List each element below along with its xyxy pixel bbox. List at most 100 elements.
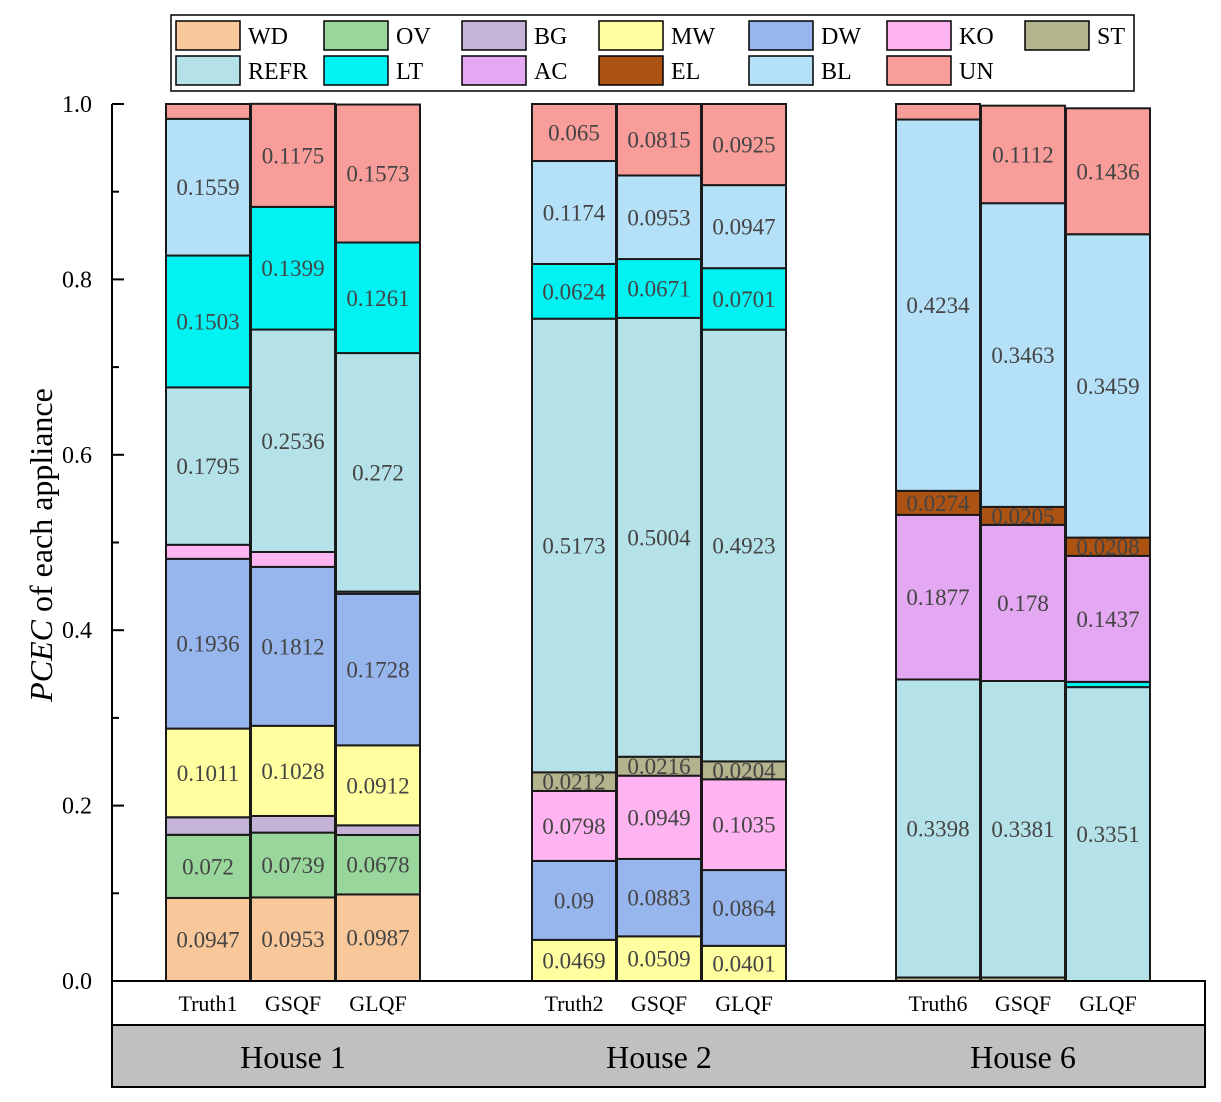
segment-label-st: 0.0204 (712, 758, 776, 783)
segment-label-bl: 0.4234 (906, 293, 970, 318)
bar-segment-bl (895, 118, 981, 492)
legend-swatch-st (1024, 20, 1090, 51)
category-label: Truth1 (178, 991, 237, 1016)
segment-label-st: 0.0216 (627, 754, 690, 779)
bar-segment-bg (335, 824, 421, 836)
group-label-house-1: House 1 (240, 1039, 346, 1075)
y-tick-label: 0.0 (62, 969, 92, 995)
segment-label-mw: 0.1028 (261, 759, 324, 784)
segment-label-ac: 0.1877 (906, 585, 969, 610)
segment-label-lt: 0.0671 (627, 276, 690, 301)
segment-label-bl: 0.0953 (627, 205, 690, 230)
segment-label-dw: 0.09 (554, 888, 594, 913)
group-label-house-2: House 2 (606, 1039, 712, 1075)
category-label: Truth6 (908, 991, 967, 1016)
legend-label-bl: BL (821, 59, 852, 85)
legend-label-ko: KO (959, 24, 994, 50)
bar-segment-ac (895, 513, 981, 681)
bar-segment-ko (250, 550, 336, 568)
bar-segment-lt (616, 258, 702, 319)
segment-label-mw: 0.0469 (542, 948, 605, 973)
bar-segment-mw (335, 744, 421, 827)
segment-label-el: 0.0208 (1076, 535, 1139, 560)
legend-swatch-bl (748, 55, 814, 86)
bar-truth1-1: 0.0947 0.072 0.1011 0.1936 0.1795 0.1503 0.155… (165, 103, 251, 983)
segment-label-dw: 0.1936 (176, 632, 239, 657)
bar-segment-bg (165, 816, 251, 836)
segment-label-mw: 0.0912 (346, 773, 409, 798)
segment-label-bl: 0.1559 (176, 175, 239, 200)
legend-label-ac: AC (534, 59, 567, 85)
segment-label-un: 0.1175 (262, 143, 324, 168)
bar-segment-ac (980, 523, 1066, 682)
category-label: GSQF (631, 991, 687, 1016)
y-tick-label: 0.2 (62, 794, 92, 820)
y-axis-title-italic: PCEC (23, 619, 59, 702)
bar-segment-lt (250, 205, 336, 331)
legend-label-un: UN (959, 59, 994, 85)
bar-segment-ko (701, 778, 787, 872)
legend-label-el: EL (671, 59, 700, 85)
segment-label-lt: 0.0624 (542, 279, 606, 304)
bar-gsqf-3: 0.3381 0.178 0.0205 0.3463 0.1112 (980, 104, 1066, 983)
bar-segment-refr (250, 328, 336, 553)
bar-segment-bl (701, 184, 787, 270)
legend-swatch-ov (323, 20, 389, 51)
category-strip (111, 980, 1206, 1026)
segment-label-dw: 0.0864 (712, 896, 776, 921)
bar-segment-refr (895, 678, 981, 979)
bar-segment-dw (701, 869, 787, 947)
segment-label-mw: 0.0509 (627, 947, 690, 972)
legend-swatch-bg (461, 20, 527, 51)
segment-label-wd: 0.0947 (176, 927, 239, 952)
bar-segment-mw (250, 724, 336, 817)
y-axis-title-rest: of each appliance (23, 388, 59, 620)
category-label: Truth2 (544, 991, 603, 1016)
bar-segment-bl (1065, 233, 1151, 539)
legend-swatch-lt (323, 55, 389, 86)
bar-segment-ko (531, 789, 617, 862)
bar-segment-un (1065, 107, 1151, 236)
bar-segment-un (980, 104, 1066, 205)
bar-glqf-3: 0.3351 0.1437 0.0208 0.3459 0.1436 (1065, 107, 1151, 982)
legend-label-mw: MW (671, 24, 715, 50)
segment-label-un: 0.1436 (1076, 159, 1139, 184)
segment-label-bl: 0.0947 (712, 215, 775, 240)
y-tick-label: 0.8 (62, 267, 92, 293)
segment-label-el: 0.0274 (906, 491, 970, 516)
group-strip (111, 1024, 1206, 1088)
bar-segment-dw (616, 857, 702, 938)
segment-label-refr: 0.3351 (1076, 822, 1139, 847)
bar-glqf-1: 0.0987 0.0678 0.0912 0.1728 0.272 0.1261 0.157… (335, 103, 421, 983)
y-tick-label: 0.4 (62, 618, 92, 644)
y-tick-label: 1.0 (62, 92, 92, 118)
legend-label-dw: DW (821, 24, 861, 50)
bar-segment-ov (335, 833, 421, 896)
bar-segment-lt (531, 262, 617, 320)
bar-segment-refr (335, 352, 421, 593)
bar-segment-lt (335, 241, 421, 355)
bar-segment-dw (165, 557, 251, 730)
bar-segment-un (701, 103, 787, 187)
legend-label-wd: WD (248, 24, 288, 50)
segment-label-dw: 0.0883 (627, 886, 690, 911)
bar-glqf-2: 0.0401 0.0864 0.1035 0.0204 0.4923 0.0701 0.09… (701, 103, 787, 982)
segment-label-refr: 0.3381 (991, 817, 1054, 842)
category-label: GLQF (349, 991, 406, 1016)
legend-swatch-wd (175, 20, 241, 51)
segment-label-ko: 0.1035 (712, 813, 775, 838)
y-axis-title: PCEC of each appliance (23, 388, 59, 703)
legend-label-refr: REFR (248, 59, 308, 85)
bar-gsqf-1: 0.0953 0.0739 0.1028 0.1812 0.2536 0.1399 0.11… (250, 102, 336, 982)
bar-segment-ov (250, 831, 336, 899)
segment-label-un: 0.1573 (346, 162, 409, 187)
bar-segment-ac (1065, 554, 1151, 683)
segment-label-ac: 0.1437 (1076, 607, 1139, 632)
bar-gsqf-2: 0.0509 0.0883 0.0949 0.0216 0.5004 0.0671 0.09… (616, 103, 702, 983)
bar-segment-lt (165, 254, 251, 389)
category-label: GSQF (995, 991, 1051, 1016)
bar-segment-dw (250, 565, 336, 727)
category-label: GLQF (715, 991, 772, 1016)
